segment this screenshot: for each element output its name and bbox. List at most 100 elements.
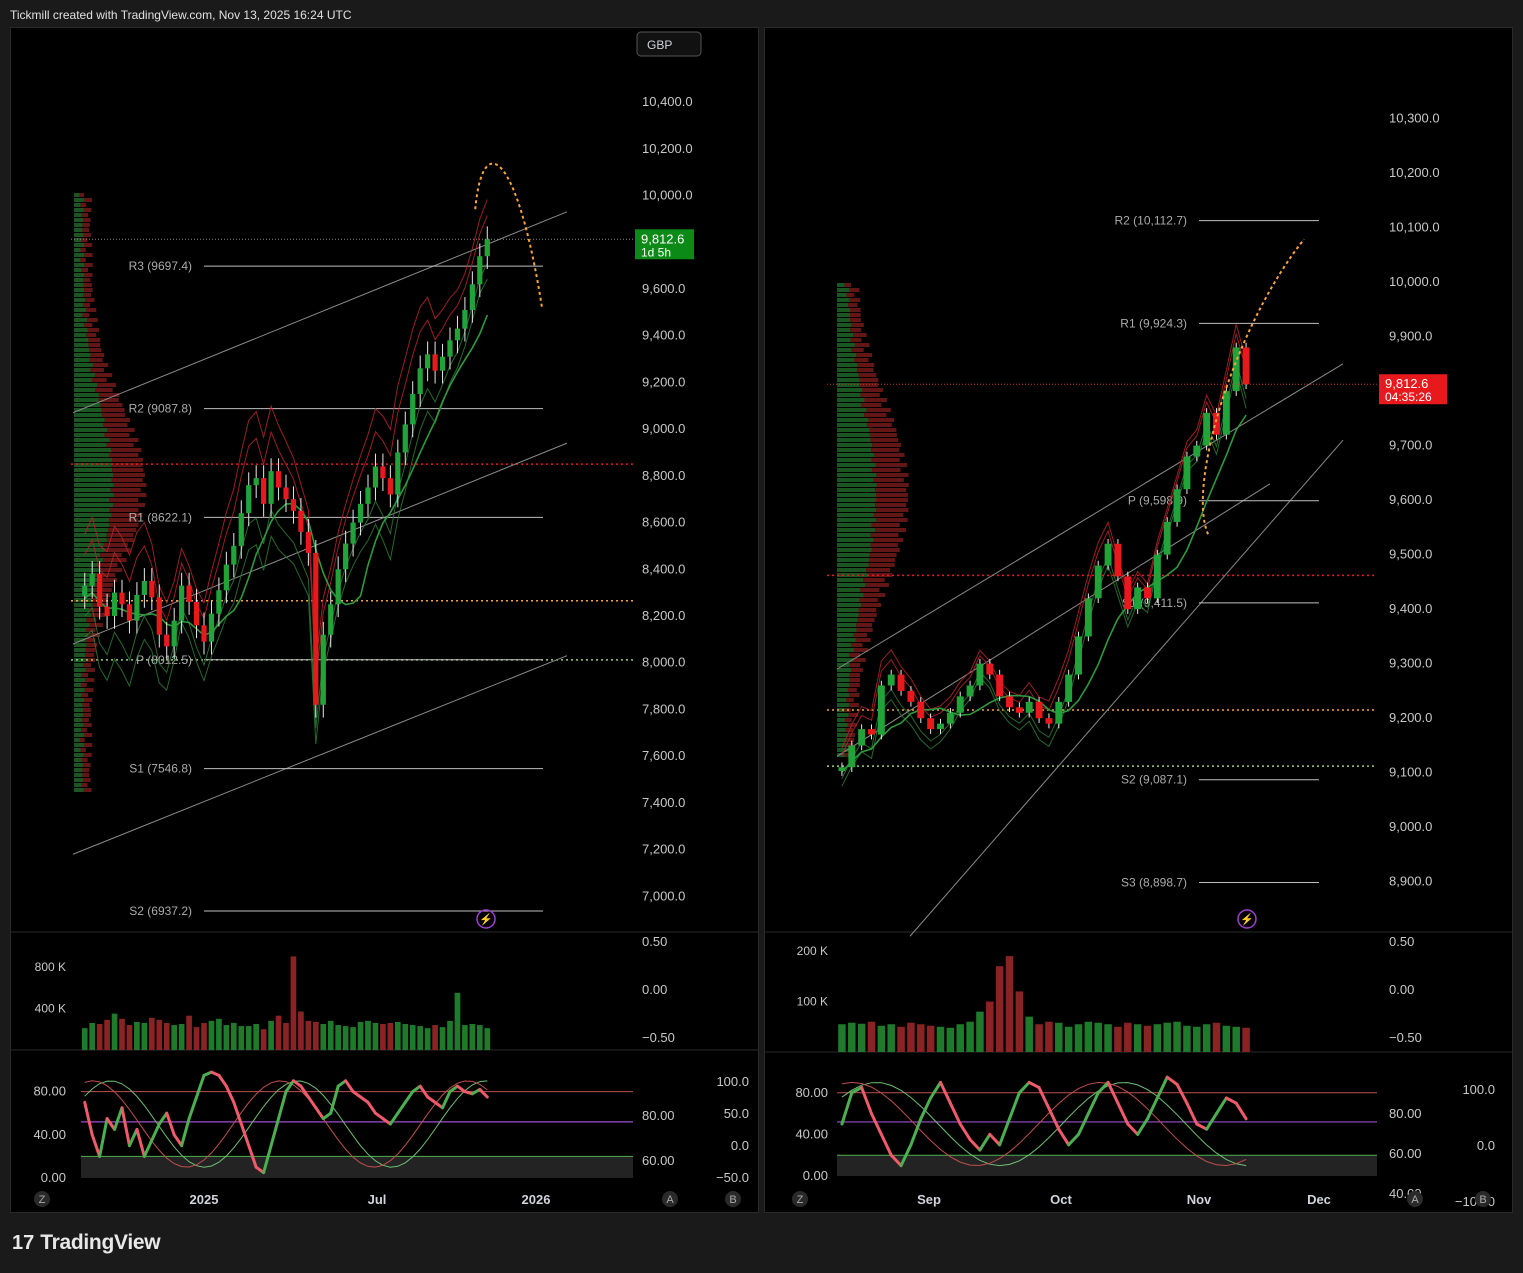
currency-label: GBP — [647, 38, 672, 52]
volume-profile-bar — [837, 533, 871, 537]
left-chart-panel[interactable]: GBP 10,400.0 10,200.0 10,000.0 9,600.0 9,400.… — [10, 27, 759, 1213]
volume-profile-bar — [74, 478, 112, 482]
volume-profile-bar — [74, 298, 86, 302]
volume-profile-bar — [863, 578, 885, 582]
volume-profile-bar — [84, 263, 93, 267]
volume-bar — [216, 1018, 222, 1050]
volume-profile-bar — [874, 453, 905, 457]
alert-lightning-icon[interactable]: ⚡ — [476, 909, 496, 929]
volume-profile-bar — [837, 698, 847, 702]
volume-profile-bar — [86, 618, 97, 622]
currency-selector[interactable]: GBP — [636, 31, 702, 57]
volume-profile-bar — [74, 213, 82, 217]
oscillator-main-segment — [1165, 1075, 1179, 1086]
volume-profile-bar — [112, 468, 144, 472]
oscillator-main-segment — [239, 1122, 251, 1148]
volume-profile-bar — [74, 648, 86, 652]
oscillator-main-segment — [351, 1090, 363, 1099]
volume-profile-bar — [74, 378, 92, 382]
volume-bar — [298, 1011, 304, 1050]
oscillator-main-segment — [269, 1117, 281, 1148]
candle-body — [877, 685, 885, 735]
volume-profile-bar — [74, 313, 83, 317]
volume-profile-bar — [837, 563, 869, 567]
axis-toggle-a-button[interactable]: A — [1407, 1191, 1423, 1207]
axis-toggle-b-button[interactable]: B — [1475, 1191, 1491, 1207]
volume-profile-bar — [850, 328, 862, 332]
right-chart-panel[interactable]: 10,300.0 10,200.0 10,100.0 10,000.0 9,900.0 9… — [764, 27, 1513, 1213]
right-chart-canvas[interactable]: 10,300.0 10,200.0 10,100.0 10,000.0 9,900.0 9… — [765, 28, 1512, 1212]
volume-profile-bar — [852, 658, 866, 662]
candle-body — [246, 485, 252, 514]
time-axis-label: 2025 — [190, 1192, 219, 1207]
oscillator-far-right-tick: −50.0 — [716, 1170, 749, 1185]
volume-profile-bar — [74, 363, 93, 367]
oscillator-main-segment — [978, 1132, 992, 1152]
volume-profile-bar — [74, 233, 84, 237]
axis-toggle-a-button[interactable]: A — [662, 1191, 678, 1207]
volume-profile-bar — [74, 413, 103, 417]
volume-profile-bar — [74, 653, 86, 657]
candle-body — [1094, 565, 1102, 599]
volume-profile-bar — [74, 768, 83, 772]
volume-profile-bar — [837, 408, 867, 412]
volume-bar — [897, 1026, 905, 1052]
volume-bar — [956, 1024, 964, 1052]
volume-profile-bar — [81, 238, 88, 242]
volume-profile-bar — [837, 393, 861, 397]
volume-profile-bar — [871, 448, 900, 452]
volume-profile-bar — [837, 398, 865, 402]
volume-profile-bar — [85, 628, 96, 632]
oscillator-main-segment — [958, 1122, 972, 1142]
time-axis-label: Dec — [1307, 1192, 1331, 1207]
volume-profile-bar — [74, 563, 98, 567]
axis-toggle-z-button[interactable]: Z — [34, 1191, 50, 1207]
oscillator-signal-line — [841, 1082, 1247, 1167]
volume-profile-bar — [863, 593, 886, 597]
volume-profile-bar — [849, 703, 859, 707]
trend-channel-line — [909, 439, 1344, 937]
price-axis-tick: 7,800.0 — [642, 701, 685, 716]
volume-profile-bar — [74, 458, 112, 462]
left-chart-canvas[interactable]: GBP 10,400.0 10,200.0 10,000.0 9,600.0 9,400.… — [11, 28, 758, 1212]
bollinger-band-line — [84, 278, 488, 745]
volume-profile-bar — [83, 713, 91, 717]
axis-toggle-z-button[interactable]: Z — [792, 1191, 808, 1207]
volume-profile-bar — [74, 603, 93, 607]
candle-body — [1124, 576, 1132, 610]
volume-profile-bar — [875, 488, 907, 492]
volume-profile-bar — [74, 318, 88, 322]
volume-profile-bar — [82, 773, 90, 777]
volume-bar — [877, 1025, 886, 1052]
oscillator-main-segment — [120, 1106, 131, 1148]
volume-profile-bar — [837, 368, 858, 372]
volume-profile-bar — [109, 438, 139, 442]
time-axis-label: Nov — [1187, 1192, 1212, 1207]
volume-profile-bar — [83, 218, 91, 222]
volume-profile-bar — [74, 688, 85, 692]
candle-body — [1232, 347, 1240, 392]
volume-profile-bar — [837, 613, 859, 617]
axis-toggle-b-button[interactable]: B — [725, 1191, 741, 1207]
oscillator-main-segment — [90, 1133, 102, 1158]
volume-profile-bar — [854, 358, 869, 362]
oscillator-main-segment — [1057, 1127, 1071, 1147]
volume-bar — [402, 1024, 409, 1050]
oscillator-main-segment — [860, 1086, 873, 1116]
volume-profile-bar — [837, 303, 849, 307]
candle-body — [216, 590, 222, 614]
candle-body — [111, 592, 118, 616]
alert-lightning-icon[interactable]: ⚡ — [1237, 909, 1257, 929]
volume-profile-bar — [83, 763, 91, 767]
pivot-level-label: S2 (6937.2) — [129, 904, 192, 918]
candle-body — [1134, 587, 1142, 610]
volume-profile-bar — [74, 268, 82, 272]
volume-profile-bar — [100, 568, 122, 572]
price-axis-tick: 9,900.0 — [1389, 329, 1432, 344]
volume-profile-bar — [111, 478, 143, 482]
volume-profile-bar — [848, 303, 858, 307]
volume-profile-bar — [74, 578, 98, 582]
candle-body — [1025, 701, 1033, 713]
price-axis-tick: 8,800.0 — [642, 468, 685, 483]
volume-profile-bar — [74, 278, 84, 282]
